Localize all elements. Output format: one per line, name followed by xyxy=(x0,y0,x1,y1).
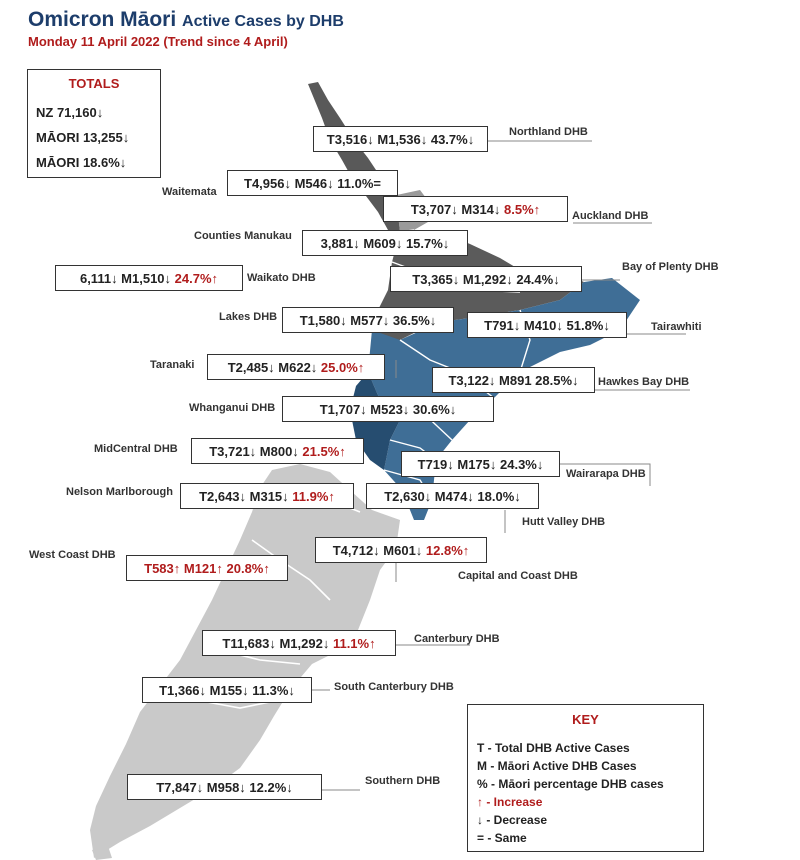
page-subtitle: Monday 11 April 2022 (Trend since 4 Apri… xyxy=(28,34,288,49)
wairarapa-box: T719↓ M175↓ 24.3%↓ xyxy=(401,451,560,477)
taranaki-box: T2,485↓ M622↓ 25.0%↑ xyxy=(207,354,385,380)
label-whanganui: Whanganui DHB xyxy=(189,402,276,414)
totals-heading: TOTALS xyxy=(68,76,120,91)
stewart-island xyxy=(92,846,112,860)
west-coast-box: T583↑ M121↑ 20.8%↑ xyxy=(126,555,288,581)
nelson-marlborough-box-pct: 11.9%↑ xyxy=(292,489,335,504)
midcentral-box: T3,721↓ M800↓ 21.5%↑ xyxy=(191,438,364,464)
label-wairarapa: Wairarapa DHB xyxy=(566,468,646,480)
label-capital-coast: Capital and Coast DHB xyxy=(458,570,578,582)
totals-panel: TOTALS NZ 71,160↓ MĀORI 13,255↓ MĀORI 18… xyxy=(27,69,161,178)
taranaki-box-values: T2,485↓ M622↓ xyxy=(227,360,321,375)
title-main: Omicron Māori xyxy=(28,8,177,31)
label-taranaki: Taranaki xyxy=(150,359,195,371)
label-hawkes-bay: Hawkes Bay DHB xyxy=(598,376,690,388)
label-waikato: Waikato DHB xyxy=(247,272,316,284)
totals-nz: NZ 71,160↓ xyxy=(36,105,104,120)
label-canterbury: Canterbury DHB xyxy=(414,633,500,645)
canterbury-box-pct: 11.1%↑ xyxy=(332,636,376,651)
northland-box: T3,516↓ M1,536↓ 43.7%↓ xyxy=(313,126,488,152)
label-midcentral: MidCentral DHB xyxy=(94,443,178,455)
totals-maori-pct: MĀORI 18.6%↓ xyxy=(36,155,127,170)
label-hutt-valley: Hutt Valley DHB xyxy=(522,516,606,528)
capital-coast-box: T4,712↓ M601↓ 12.8%↑ xyxy=(315,537,487,563)
key-maori: M - Māori Active DHB Cases xyxy=(477,759,637,773)
taranaki-box-pct: 25.0%↑ xyxy=(320,360,365,375)
tairawhiti-box: T791↓ M410↓ 51.8%↓ xyxy=(467,312,627,338)
label-nelson-marlborough: Nelson Marlborough xyxy=(66,486,173,498)
counties-manukau-box: 3,881↓ M609↓ 15.7%↓ xyxy=(302,230,468,256)
midcentral-box-values: T3,721↓ M800↓ xyxy=(209,444,303,459)
key-panel: KEY T - Total DHB Active Cases M - Māori… xyxy=(467,704,704,852)
waitemata-box: T4,956↓ M546↓ 11.0%= xyxy=(227,170,398,196)
key-increase: ↑ - Increase xyxy=(477,795,543,809)
key-decrease: ↓ - Decrease xyxy=(477,813,548,827)
capital-coast-box-pct: 12.8%↑ xyxy=(425,543,470,558)
leader-lines xyxy=(312,140,690,791)
label-lakes: Lakes DHB xyxy=(219,311,278,323)
bay-of-plenty-box: T3,365↓ M1,292↓ 24.4%↓ xyxy=(390,266,582,292)
auckland-box-values: T3,707↓ M314↓ xyxy=(410,202,505,217)
waikato-box-values: 6,111↓ M1,510↓ xyxy=(79,271,175,286)
canterbury-box-values: T11,683↓ M1,292↓ xyxy=(222,636,333,651)
nelson-marlborough-box-values: T2,643↓ M315↓ xyxy=(199,489,293,504)
midcentral-box-pct: 21.5%↑ xyxy=(302,444,346,459)
south-canterbury-box: T1,366↓ M155↓ 11.3%↓ xyxy=(142,677,312,703)
canterbury-box: T11,683↓ M1,292↓ 11.1%↑ xyxy=(202,630,396,656)
key-total: T - Total DHB Active Cases xyxy=(477,741,630,755)
label-waitemata: Waitemata xyxy=(162,186,217,198)
key-same: = - Same xyxy=(477,831,527,845)
nelson-marlborough-box: T2,643↓ M315↓ 11.9%↑ xyxy=(180,483,354,509)
label-southern: Southern DHB xyxy=(365,775,441,787)
page-title: Omicron Māori Active Cases by DHB xyxy=(28,8,344,32)
auckland-box-pct: 8.5%↑ xyxy=(504,202,541,217)
label-bay-of-plenty: Bay of Plenty DHB xyxy=(622,261,719,273)
label-south-canterbury: South Canterbury DHB xyxy=(334,681,454,693)
label-northland: Northland DHB xyxy=(509,126,588,138)
whanganui-box: T1,707↓ M523↓ 30.6%↓ xyxy=(282,396,494,422)
waikato-box: 6,111↓ M1,510↓ 24.7%↑ xyxy=(55,265,243,291)
lakes-box: T1,580↓ M577↓ 36.5%↓ xyxy=(282,307,454,333)
label-west-coast: West Coast DHB xyxy=(29,549,116,561)
label-counties-manukau: Counties Manukau xyxy=(194,230,292,242)
southern-box: T7,847↓ M958↓ 12.2%↓ xyxy=(127,774,322,800)
label-tairawhiti: Tairawhiti xyxy=(651,321,702,333)
hutt-valley-box: T2,630↓ M474↓ 18.0%↓ xyxy=(366,483,539,509)
label-auckland: Auckland DHB xyxy=(572,210,649,222)
key-heading: KEY xyxy=(572,712,599,727)
key-percent: % - Māori percentage DHB cases xyxy=(477,777,664,791)
auckland-box: T3,707↓ M314↓ 8.5%↑ xyxy=(383,196,568,222)
hawkes-bay-box: T3,122↓ M891 28.5%↓ xyxy=(432,367,595,393)
capital-coast-box-values: T4,712↓ M601↓ xyxy=(332,543,426,558)
totals-maori: MĀORI 13,255↓ xyxy=(36,130,130,145)
waikato-box-pct: 24.7%↑ xyxy=(174,271,219,286)
title-rest: Active Cases by DHB xyxy=(182,13,344,30)
